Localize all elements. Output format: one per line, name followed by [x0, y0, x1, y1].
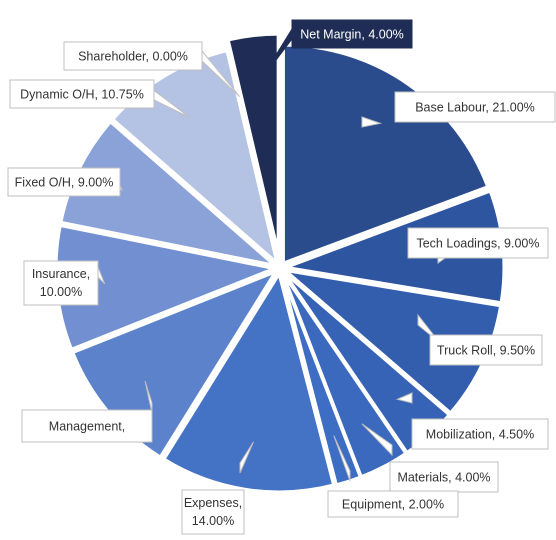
- data-label-text: Base Labour, 21.00%: [415, 101, 535, 115]
- data-label-text: Net Margin, 4.00%: [300, 28, 404, 42]
- pie-slice-expenses: [162, 272, 336, 494]
- data-label-box: [9, 79, 155, 109]
- callout-pointer-materials: [361, 423, 393, 457]
- data-label-management: Management,: [21, 409, 153, 443]
- data-label-tech-loadings: Tech Loadings, 9.00%: [407, 227, 549, 259]
- pie-slice-equipment: [280, 272, 362, 487]
- callout-pointer-mobilization: [395, 392, 413, 404]
- callout-pointer-equipment: [333, 435, 351, 482]
- data-label-expenses: Expenses, 14.00%: [181, 489, 245, 535]
- data-label-text: Mobilization, 4.50%: [426, 428, 534, 442]
- data-label-text: Fixed O/H, 9.00%: [15, 176, 114, 190]
- data-label-equipment: Equipment, 2.00%: [327, 490, 459, 518]
- data-label-box: [389, 461, 499, 493]
- callout-pointers: [97, 27, 456, 482]
- data-label-text: Insurance, 10.00%: [32, 267, 90, 299]
- data-label-fixed-o-h: Fixed O/H, 9.00%: [7, 167, 121, 197]
- callout-pointer-expenses: [239, 441, 254, 474]
- data-label-box: [63, 41, 203, 71]
- data-label-box: [21, 409, 153, 443]
- data-label-text: Expenses, 14.00%: [184, 496, 242, 528]
- data-label-box: [181, 489, 245, 535]
- callout-pointer-base-labour: [361, 116, 383, 128]
- callout-pointer-truck-roll: [417, 313, 440, 343]
- data-label-box: [7, 167, 121, 197]
- data-label-net-margin: Net Margin, 4.00%: [291, 19, 413, 49]
- data-label-text: Dynamic O/H, 10.75%: [20, 88, 144, 102]
- data-label-box: [429, 334, 543, 366]
- data-label-base-labour: Base Labour, 21.00%: [394, 91, 556, 123]
- data-label-insurance: Insurance, 10.00%: [23, 260, 99, 306]
- data-label-box: [394, 91, 556, 123]
- data-label-mobilization: Mobilization, 4.50%: [411, 418, 549, 450]
- data-label-box: [411, 418, 549, 450]
- data-label-box: [407, 227, 549, 259]
- data-label-text: Materials, 4.00%: [397, 471, 490, 485]
- data-label-dynamic-o-h: Dynamic O/H, 10.75%: [9, 79, 155, 109]
- data-label-shareholder: Shareholder, 0.00%: [63, 41, 203, 71]
- callout-pointer-management: [144, 380, 153, 414]
- data-label-text: Tech Loadings, 9.00%: [416, 237, 539, 251]
- data-label-materials: Materials, 4.00%: [389, 461, 499, 493]
- data-label-box: [23, 260, 99, 306]
- data-label-truck-roll: Truck Roll, 9.50%: [429, 334, 543, 366]
- data-label-text: Management,: [49, 420, 125, 434]
- data-label-callouts: Base Labour, 21.00% Tech Loadings, 9.00% T…: [7, 19, 556, 535]
- data-label-box: [327, 490, 459, 518]
- data-label-text: Shareholder, 0.00%: [78, 50, 188, 64]
- data-label-text: Equipment, 2.00%: [342, 498, 444, 512]
- pie-slice-net-margin: [226, 32, 280, 254]
- data-label-box: [291, 19, 413, 49]
- data-label-text: Truck Roll, 9.50%: [437, 344, 535, 358]
